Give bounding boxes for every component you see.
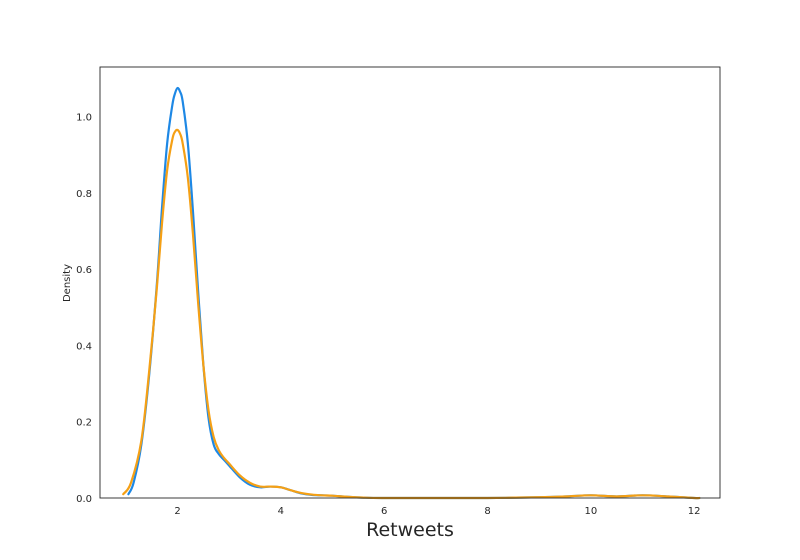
x-tick-label: 10	[584, 506, 597, 517]
y-tick-label: 1.0	[76, 113, 92, 124]
y-tick-label: 0.0	[76, 494, 92, 505]
y-tick-label: 0.2	[76, 418, 92, 429]
x-tick-label: 6	[381, 506, 387, 517]
x-tick-label: 2	[174, 506, 180, 517]
density-line-series-2	[122, 128, 701, 500]
y-axis-title: Density	[62, 264, 73, 302]
ticks-layer: 2 4 6 8 10 12 0.0 0.2 0.4 0.6 0.8 1.0	[76, 113, 700, 517]
x-axis-title: Retweets	[366, 519, 454, 541]
series-layer	[122, 86, 701, 500]
y-tick-label: 0.4	[76, 341, 92, 352]
y-tick-label: 0.8	[76, 189, 92, 200]
x-tick-label: 4	[278, 506, 284, 517]
x-tick-label: 12	[688, 506, 701, 517]
plot-frame	[99, 66, 721, 499]
x-tick-label: 8	[484, 506, 490, 517]
y-tick-label: 0.6	[76, 265, 92, 276]
